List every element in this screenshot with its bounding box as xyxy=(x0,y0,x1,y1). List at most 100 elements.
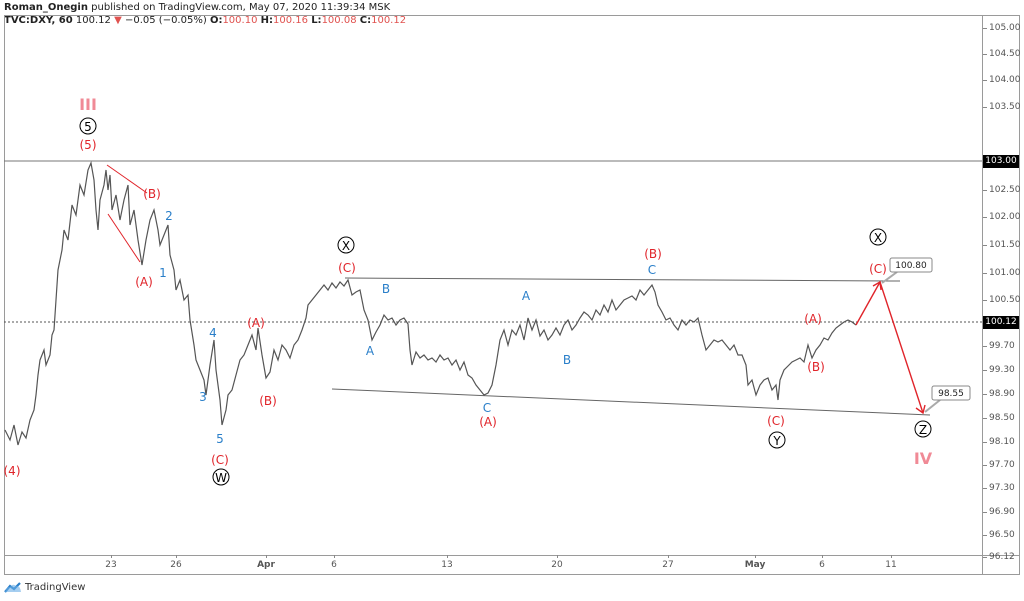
circled-Y: Y xyxy=(772,434,781,448)
price-tick-label: 101.50 xyxy=(989,240,1021,250)
price-tick: 97.30 xyxy=(983,483,1015,493)
label-B-3: (B) xyxy=(644,247,662,261)
projection-up-arrow xyxy=(855,281,881,326)
price-tick: 99.70 xyxy=(983,341,1015,351)
label-C-x2: (C) xyxy=(869,262,887,276)
chart-frame[interactable] xyxy=(4,15,1020,575)
time-tick-label: 27 xyxy=(662,560,674,570)
label-A-blue-2: A xyxy=(522,289,531,303)
price-tick-label: 96.50 xyxy=(989,530,1015,540)
last-price: 100.12 xyxy=(75,15,111,26)
time-axis-border xyxy=(4,555,1020,556)
close-value: 100.12 xyxy=(371,15,407,26)
price-series xyxy=(4,160,857,446)
circled-5: 5 xyxy=(84,120,92,134)
time-tick-mark xyxy=(822,555,823,558)
time-tick-label: 13 xyxy=(441,560,453,570)
price-tick-label: 104.50 xyxy=(989,49,1021,59)
price-tick: 102.50 xyxy=(983,185,1021,195)
time-tick-mark xyxy=(447,555,448,558)
price-tick-label: 96.90 xyxy=(989,507,1015,517)
label-B-2: (B) xyxy=(259,394,277,408)
low-label: L: xyxy=(311,15,322,26)
publisher-line: Roman_Onegin published on TradingView.co… xyxy=(4,2,390,13)
label-C-y: (C) xyxy=(767,414,785,428)
price-tick-label: 99.30 xyxy=(989,365,1015,375)
lower-trendline xyxy=(331,388,931,416)
low-value: 100.08 xyxy=(321,15,357,26)
price-tick-label: 96.12 xyxy=(989,552,1015,562)
label-5-paren: (5) xyxy=(80,138,97,152)
label-B-1: (B) xyxy=(143,187,161,201)
price-tick: 96.12 xyxy=(983,552,1015,562)
price-axis-border xyxy=(982,15,983,575)
wave-IV-label: IV xyxy=(914,449,933,468)
author-name[interactable]: Roman_Onegin xyxy=(4,2,88,13)
price-tick: 97.70 xyxy=(983,460,1015,470)
label-B-4: (B) xyxy=(807,360,825,374)
label-A-2: (A) xyxy=(247,316,265,330)
label-B-blue-2: B xyxy=(563,353,571,367)
label-C-w: (C) xyxy=(211,453,229,467)
label-B-blue-1: B xyxy=(382,282,390,296)
price-tick: 104.50 xyxy=(983,49,1021,59)
time-tick-mark xyxy=(668,555,669,558)
label-A-4: (A) xyxy=(804,312,822,326)
open-label: O: xyxy=(209,15,223,26)
time-tick-mark xyxy=(557,555,558,558)
published-text: published on TradingView.com, May 07, 20… xyxy=(91,2,391,13)
time-tick-label: 26 xyxy=(170,560,182,570)
high-label: H: xyxy=(260,15,273,26)
price-tick: 98.90 xyxy=(983,389,1015,399)
price-tick: 96.90 xyxy=(983,507,1015,517)
open-value: 100.10 xyxy=(222,15,258,26)
label-4: 4 xyxy=(209,326,217,340)
wave-III-label: III xyxy=(79,95,97,114)
price-tick: 104.00 xyxy=(983,75,1021,85)
tradingview-logo[interactable]: TradingView xyxy=(4,582,85,593)
price-tick: 100.50 xyxy=(983,295,1021,305)
time-tick-mark xyxy=(266,555,267,558)
label-A-1: (A) xyxy=(135,275,153,289)
price-tick-label: 98.50 xyxy=(989,413,1015,423)
price-tick: 99.30 xyxy=(983,365,1015,375)
price-tick-label: 97.70 xyxy=(989,460,1015,470)
circled-Z: Z xyxy=(919,423,927,437)
time-tick-label: 6 xyxy=(819,560,825,570)
time-tick-label: 11 xyxy=(885,560,897,570)
time-tick-mark xyxy=(334,555,335,558)
price-tick-label: 98.90 xyxy=(989,389,1015,399)
high-value: 100.16 xyxy=(273,15,308,26)
price-tick: 96.50 xyxy=(983,530,1015,540)
time-tick-mark xyxy=(111,555,112,558)
circled-W: W xyxy=(215,471,227,485)
symbol-line: TVC:DXY, 60 100.12 ▼ −0.05 (−0.05%) O:10… xyxy=(4,15,406,26)
price-tick-label: 100.50 xyxy=(989,295,1021,305)
price-badge: 103.00 xyxy=(983,155,1019,168)
time-tick-label: May xyxy=(744,560,766,570)
upper-trendline xyxy=(344,277,901,282)
price-tick-label: 98.10 xyxy=(989,437,1015,447)
time-tick-label: 20 xyxy=(551,560,563,570)
label-5: 5 xyxy=(216,432,224,446)
target-bottom-label: 98.55 xyxy=(938,389,964,399)
label-2: 2 xyxy=(165,209,173,223)
circled-X-2: X xyxy=(874,231,882,245)
label-C-blue-2: C xyxy=(648,263,656,277)
price-tick-label: 102.50 xyxy=(989,185,1021,195)
label-C-blue-1: C xyxy=(483,401,491,415)
label-3: 3 xyxy=(199,390,207,404)
label-1: 1 xyxy=(159,266,167,280)
price-tick-label: 105.00 xyxy=(989,23,1021,33)
time-tick-label: 23 xyxy=(105,560,117,570)
tradingview-cloud-icon xyxy=(4,582,21,593)
symbol: TVC:DXY, 60 xyxy=(4,15,73,26)
price-badge: 100.12 xyxy=(983,316,1019,329)
down-arrow-icon: ▼ xyxy=(114,15,122,26)
target-callout-98-55 xyxy=(931,385,971,401)
target-top-label: 100.80 xyxy=(895,261,927,271)
price-tick-label: 103.50 xyxy=(989,102,1021,112)
price-tick: 98.50 xyxy=(983,413,1015,423)
price-tick-label: 104.00 xyxy=(989,75,1021,85)
